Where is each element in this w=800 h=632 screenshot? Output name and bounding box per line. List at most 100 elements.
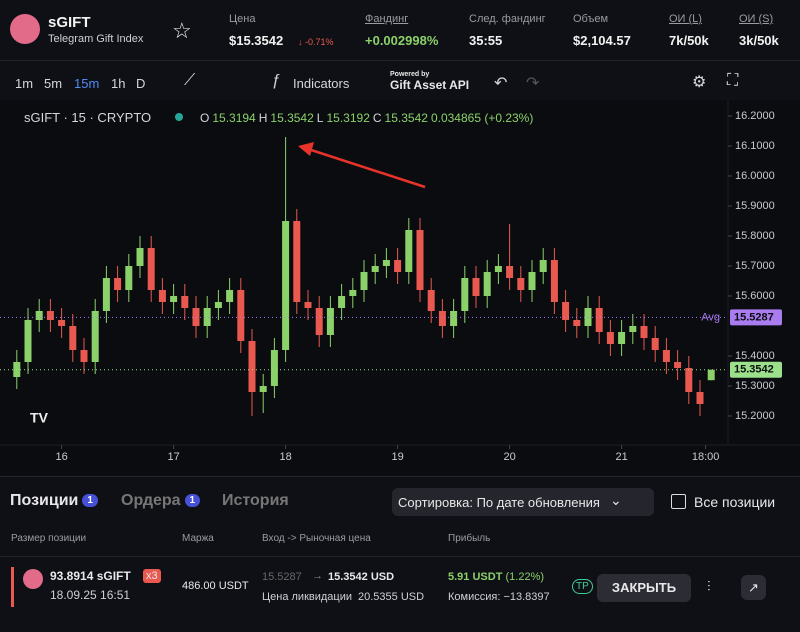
stat-value: 7k/50k (669, 33, 709, 48)
open-date: 18.09.25 16:51 (50, 588, 131, 602)
column-header: Вход -> Рыночная цена (262, 533, 371, 544)
stat-label[interactable]: Фандинг (365, 13, 409, 25)
candle-body (170, 296, 178, 302)
column-header: Прибыль (448, 533, 491, 544)
candle-body (304, 302, 312, 308)
candle-body (539, 260, 547, 272)
pnl: 5.91 USDT (1.22%) (448, 571, 544, 583)
sort-label: Сортировка: По дате обновления (398, 495, 600, 510)
y-tick-label: 16.1000 (735, 140, 775, 152)
candle-body (293, 221, 301, 302)
fx-icon[interactable]: ƒ (272, 72, 281, 89)
candle-body (80, 350, 88, 362)
candle-body (46, 311, 54, 320)
candle-body (158, 290, 166, 302)
tab[interactable]: Ордера 1 (121, 492, 201, 510)
arrow: → (312, 570, 323, 582)
candle-body (125, 266, 133, 290)
candle-body (405, 230, 413, 272)
candle-body (640, 326, 648, 338)
candle-body (674, 362, 682, 368)
candle-body (259, 386, 267, 392)
pnl-value: 5.91 (448, 571, 470, 583)
position-size: 93.8914 sGIFT (50, 569, 131, 583)
candle-body (696, 392, 704, 404)
tab-count: 1 (184, 494, 201, 507)
candle-body (326, 308, 334, 335)
favorite[interactable]: ☆ (172, 18, 192, 43)
divider (0, 476, 800, 477)
column-header: Размер позиции (11, 533, 87, 544)
stat-label[interactable]: ОИ (S) (739, 13, 774, 25)
y-tick-label: 15.3000 (735, 380, 775, 392)
share-button[interactable]: ↗ (741, 575, 766, 600)
price-label-bg (730, 309, 782, 326)
chart: 16.2000 16.1000 16.0000 15.9000 15.8000 15.70… (0, 100, 800, 475)
ohlc-key: O (200, 111, 210, 125)
api-name[interactable]: Gift Asset API (390, 78, 470, 92)
checkbox-label[interactable]: Все позиции (694, 494, 776, 510)
candle-body (282, 221, 290, 350)
sort-select[interactable]: Сортировка: По дате обновления ⌄ (392, 488, 654, 516)
candle-body (472, 278, 480, 296)
ticker: sGIFT (48, 14, 91, 31)
interval[interactable]: 5m (44, 76, 63, 91)
status-dot (175, 113, 183, 121)
x-tick-label: 21 (615, 451, 627, 463)
y-tick-label: 16.2000 (735, 110, 775, 122)
interval[interactable]: 1m (15, 76, 34, 91)
stat-label: Объем (573, 13, 609, 25)
chevron: ⌄ (610, 492, 622, 508)
divider (0, 556, 800, 557)
candle-body (270, 350, 278, 386)
tp-button[interactable]: TP (572, 579, 593, 594)
candle-body (606, 332, 614, 344)
candle-body (91, 311, 99, 362)
chart-button[interactable]: ⫶ (707, 578, 711, 594)
tab[interactable]: История (222, 492, 289, 509)
fullscreen[interactable]: ⛶ (727, 72, 739, 89)
tab-label: Ордера (121, 492, 181, 509)
chart-style[interactable]: ⟋ (184, 72, 196, 89)
candle-body (394, 260, 402, 272)
candle-body (181, 296, 189, 308)
candle-body (506, 266, 514, 278)
indicators[interactable]: Indicators (293, 76, 350, 91)
symbol: sGIFT · 15 · CRYPTO (24, 110, 152, 125)
candle-body (662, 350, 670, 362)
divider (0, 60, 800, 61)
ohlc-value: 15.3542 (270, 111, 314, 125)
candle-body (595, 308, 603, 332)
interval[interactable]: D (136, 76, 146, 91)
tv-logo (22, 405, 56, 433)
ohlc-value: 15.3542 (384, 111, 428, 125)
settings[interactable]: ⚙ (692, 74, 707, 91)
redo[interactable]: ↷ (526, 75, 540, 92)
price-label: 15.3542 (734, 364, 774, 376)
close-button[interactable]: ЗАКРЫТЬ (597, 574, 691, 602)
x-tick-label: 19 (391, 451, 403, 463)
stat-label[interactable]: ОИ (L) (669, 13, 702, 25)
candle-body (338, 296, 346, 308)
candle-body (494, 266, 502, 272)
liq-price: 20.5355 USD (358, 591, 425, 603)
tab-label: Позиции (10, 492, 79, 509)
interval[interactable]: 15m (74, 76, 100, 91)
y-tick-label: 15.6000 (735, 290, 775, 302)
candle-body (371, 266, 379, 272)
checkbox[interactable] (671, 494, 686, 509)
entry-price: 15.5287 (262, 571, 302, 583)
tab[interactable]: Позиции 1 (10, 492, 98, 510)
ohlc-value: 15.3194 (212, 111, 256, 125)
candle-body (629, 326, 637, 332)
candle-body (550, 260, 558, 302)
interval[interactable]: 1h (111, 76, 126, 91)
x-tick-label: 16 (55, 451, 67, 463)
candle-body (438, 311, 446, 326)
candle-body (237, 290, 245, 341)
logo (10, 14, 40, 44)
y-tick-label: 15.2000 (735, 410, 775, 422)
candle-body (360, 272, 368, 290)
undo[interactable]: ↶ (494, 75, 508, 92)
candle-body (136, 248, 144, 266)
